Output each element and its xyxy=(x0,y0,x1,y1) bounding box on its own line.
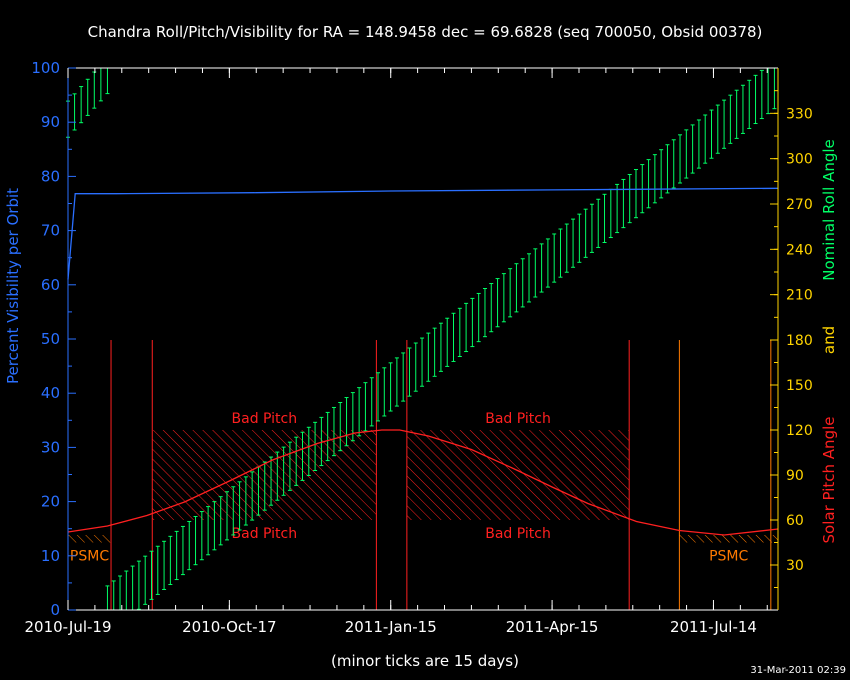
x-tick-label: 2011-Jan-15 xyxy=(345,618,437,636)
footer-note: (minor ticks are 15 days) xyxy=(331,652,519,670)
bad-pitch-lower-label: Bad Pitch xyxy=(485,526,551,542)
right-lower-tick-label: 30 xyxy=(786,558,804,574)
visibility-line xyxy=(67,187,779,280)
region-psmc-2 xyxy=(68,535,112,543)
psmc-label: PSMC xyxy=(70,549,109,565)
right-upper-tick-label: 330 xyxy=(786,106,813,122)
right-upper-axis-title: Nominal Roll Angle xyxy=(820,139,838,281)
right-upper-tick-label: 300 xyxy=(786,152,813,168)
left-tick-label: 40 xyxy=(41,384,60,402)
left-tick-label: 10 xyxy=(41,547,60,565)
pitch-regions: Bad Pitch Bad Pitch Bad Pitch Bad Pitch PSMC… xyxy=(68,411,778,565)
timestamp: 31-Mar-2011 02:39 xyxy=(750,665,846,676)
psmc-label: PSMC xyxy=(709,549,748,565)
x-tick-label: 2010-Jul-19 xyxy=(24,618,111,636)
left-tick-label: 30 xyxy=(41,438,60,456)
right-lower-tick-label: 120 xyxy=(786,423,813,439)
bad-pitch-upper-label: Bad Pitch xyxy=(485,411,551,427)
x-tick-label: 2010-Oct-17 xyxy=(182,618,276,636)
x-tick-label: 2011-Jul-14 xyxy=(670,618,757,636)
axes: 0 10 20 30 40 50 60 70 80 90 100 210 240 270 300 330 30 6… xyxy=(24,59,812,636)
pitch-line xyxy=(67,429,779,536)
left-tick-label: 20 xyxy=(41,493,60,511)
right-lower-tick-label: 60 xyxy=(786,513,804,529)
roll-angle-error-bars xyxy=(66,67,777,611)
x-tick-label: 2011-Apr-15 xyxy=(506,618,599,636)
left-axis-title: Percent Visibility per Orbit xyxy=(4,188,22,384)
left-tick-label: 0 xyxy=(50,601,60,619)
bad-pitch-upper-label: Bad Pitch xyxy=(232,411,298,427)
right-lower-tick-label: 90 xyxy=(786,468,804,484)
right-joint-label: and xyxy=(820,326,838,354)
left-tick-label: 100 xyxy=(31,59,60,77)
right-upper-tick-label: 270 xyxy=(786,197,813,213)
left-tick-label: 80 xyxy=(41,167,60,185)
right-upper-tick-label: 210 xyxy=(786,288,813,304)
left-tick-label: 50 xyxy=(41,330,60,348)
left-tick-label: 70 xyxy=(41,222,60,240)
region-psmc-3 xyxy=(679,535,778,543)
bad-pitch-lower-label: Bad Pitch xyxy=(232,526,298,542)
right-lower-tick-label: 180 xyxy=(786,333,813,349)
right-lower-tick-label: 150 xyxy=(786,378,813,394)
left-tick-label: 60 xyxy=(41,276,60,294)
right-upper-tick-label: 240 xyxy=(786,242,813,258)
chart-title: Chandra Roll/Pitch/Visibility for RA = 1… xyxy=(88,23,763,41)
series-lines xyxy=(67,187,779,536)
right-lower-axis-title: Solar Pitch Angle xyxy=(820,417,838,544)
left-tick-label: 90 xyxy=(41,113,60,131)
